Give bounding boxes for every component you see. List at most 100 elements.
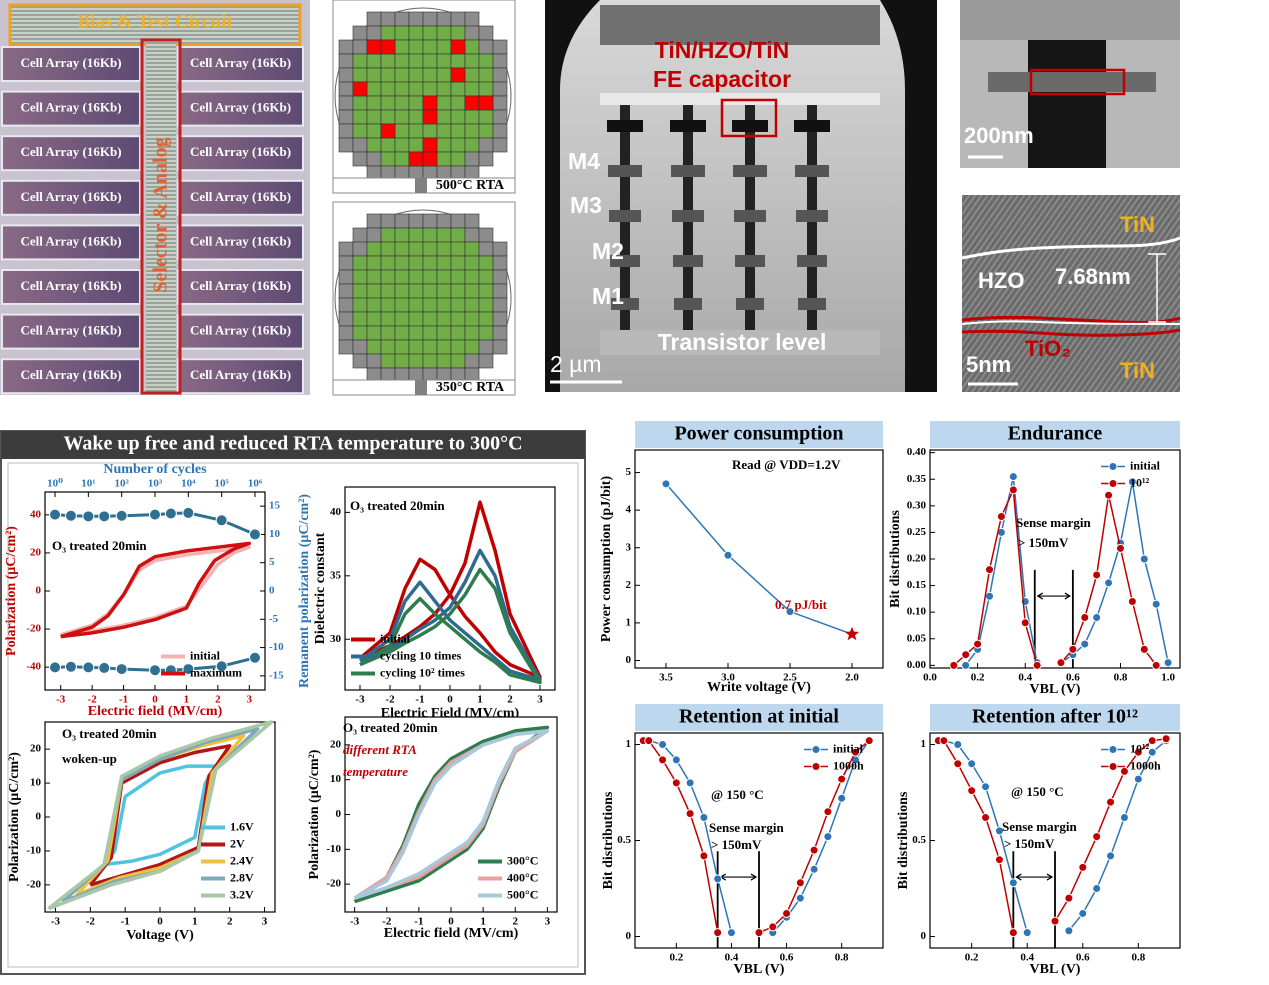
point-marker [994, 826, 1004, 836]
wafer-die [422, 213, 438, 229]
point-marker [661, 479, 671, 489]
wafer-die [450, 81, 466, 97]
wafer-die [450, 137, 466, 153]
wafer-die [366, 255, 382, 271]
wafer-die [436, 283, 452, 299]
wafer-die [464, 25, 480, 41]
point-marker [1068, 644, 1078, 654]
legend-label: 300°C [507, 853, 538, 867]
failed-die [380, 123, 396, 139]
wafer-label-mark [415, 380, 427, 395]
y-axis-label: Polarization (μC/cm²) [307, 749, 322, 879]
x-tick-label: 0.6 [780, 952, 794, 964]
annotation: O₃ treated 20min [62, 726, 157, 741]
point-marker [1106, 851, 1116, 861]
wafer-die [352, 283, 368, 299]
y-tick-label: 0.15 [907, 579, 927, 591]
x2-tick-label: 10³ [148, 478, 163, 490]
wafer-die [394, 95, 410, 111]
wafer-die [436, 11, 452, 27]
wafer-die [492, 39, 508, 55]
point-marker [64, 509, 77, 522]
point-marker [996, 511, 1006, 521]
point-marker [973, 639, 983, 649]
tem-transistor-band [600, 330, 880, 355]
series-line [54, 656, 256, 672]
wafer-die [450, 297, 466, 313]
point-marker [1008, 878, 1018, 888]
point-marker [182, 506, 195, 519]
point-marker [985, 565, 995, 575]
wafer-die [450, 109, 466, 125]
x2-tick-label: 10⁶ [248, 478, 263, 490]
wafer-die [352, 269, 368, 285]
cell-array-label: Cell Array (16Kb) [190, 144, 291, 159]
cell-array-label: Cell Array (16Kb) [190, 278, 291, 293]
y-tick-label: -20 [26, 878, 41, 890]
legend-label: 2V [230, 836, 245, 850]
point-marker [795, 878, 805, 888]
point-marker [1064, 893, 1074, 903]
point-marker [164, 507, 177, 520]
wafer-die [450, 311, 466, 327]
annotation: O₃ treated 20min [52, 538, 147, 553]
point-marker [685, 809, 695, 819]
wafer-die [464, 11, 480, 27]
point-marker [795, 893, 805, 903]
point-marker [981, 812, 991, 822]
cell-array-block [1, 358, 141, 395]
point-marker [685, 778, 695, 788]
wafer-die [366, 311, 382, 327]
wafer-die [492, 297, 508, 313]
x-tick-label: -3 [355, 694, 365, 706]
y-tick-label: 20 [330, 738, 342, 750]
wafer-die [408, 269, 424, 285]
y-tick-label: -10 [26, 844, 41, 856]
x-tick-label: 1 [192, 916, 198, 928]
y-tick-label: 0 [36, 811, 42, 823]
wafer-die [408, 325, 424, 341]
tem-dark-left [545, 0, 600, 392]
tem-metal [794, 120, 830, 132]
legend-label: 400°C [507, 870, 538, 884]
wafer-die [464, 123, 480, 139]
hrtem-thickness-label: 7.68nm [1055, 264, 1131, 289]
x2-tick-label: 10⁰ [47, 478, 63, 490]
annotation: > 150mV [711, 837, 762, 852]
wafer-die [478, 81, 494, 97]
wafer-die [394, 339, 410, 355]
wafer-die [464, 255, 480, 271]
hrtem-layer-label: HZO [978, 268, 1024, 293]
y-tick-label: 4 [626, 504, 632, 516]
tem-metal [734, 210, 766, 222]
point-marker [1133, 774, 1143, 784]
wafer-die [380, 25, 396, 41]
wafer-die [394, 297, 410, 313]
tem-level-label: M1 [592, 283, 624, 309]
wafer-die [492, 255, 508, 271]
wafer-die [422, 325, 438, 341]
cell-array-label: Cell Array (16Kb) [190, 367, 291, 382]
y2-tick-label: 0 [269, 585, 275, 597]
point-marker [248, 528, 261, 541]
cell-array-block [1, 179, 141, 216]
annotation: @ 150 °C [1011, 784, 1064, 799]
plot-frame [634, 449, 884, 669]
y-tick-label: 0.30 [907, 499, 927, 511]
legend-marker [1108, 762, 1118, 771]
tem-metal [736, 298, 764, 310]
point-marker [671, 778, 681, 788]
wafer-die [422, 339, 438, 355]
wafer-die [464, 353, 480, 369]
cell-array-label: Cell Array (16Kb) [20, 100, 121, 115]
cell-array-block [1, 46, 141, 82]
cell-array-block [177, 224, 304, 261]
wafer-die [478, 297, 494, 313]
tem-stack-label: TiN/HZO/TiN [655, 37, 790, 63]
point-marker [1050, 916, 1060, 926]
x-tick-label: 3 [545, 916, 551, 928]
wafer-die [338, 241, 354, 257]
point-marker [658, 755, 668, 765]
wafer-die [408, 81, 424, 97]
wafer-die [380, 297, 396, 313]
